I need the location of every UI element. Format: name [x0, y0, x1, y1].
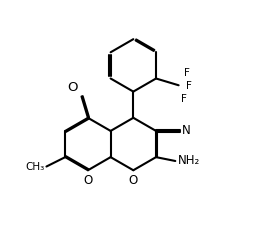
Text: O: O	[129, 174, 138, 186]
Text: F: F	[181, 94, 187, 104]
Text: N: N	[182, 124, 190, 138]
Text: O: O	[83, 174, 92, 186]
Text: O: O	[68, 81, 78, 94]
Text: CH₃: CH₃	[25, 162, 44, 172]
Text: F: F	[186, 81, 192, 91]
Text: F: F	[184, 68, 190, 78]
Text: NH₂: NH₂	[178, 155, 200, 168]
